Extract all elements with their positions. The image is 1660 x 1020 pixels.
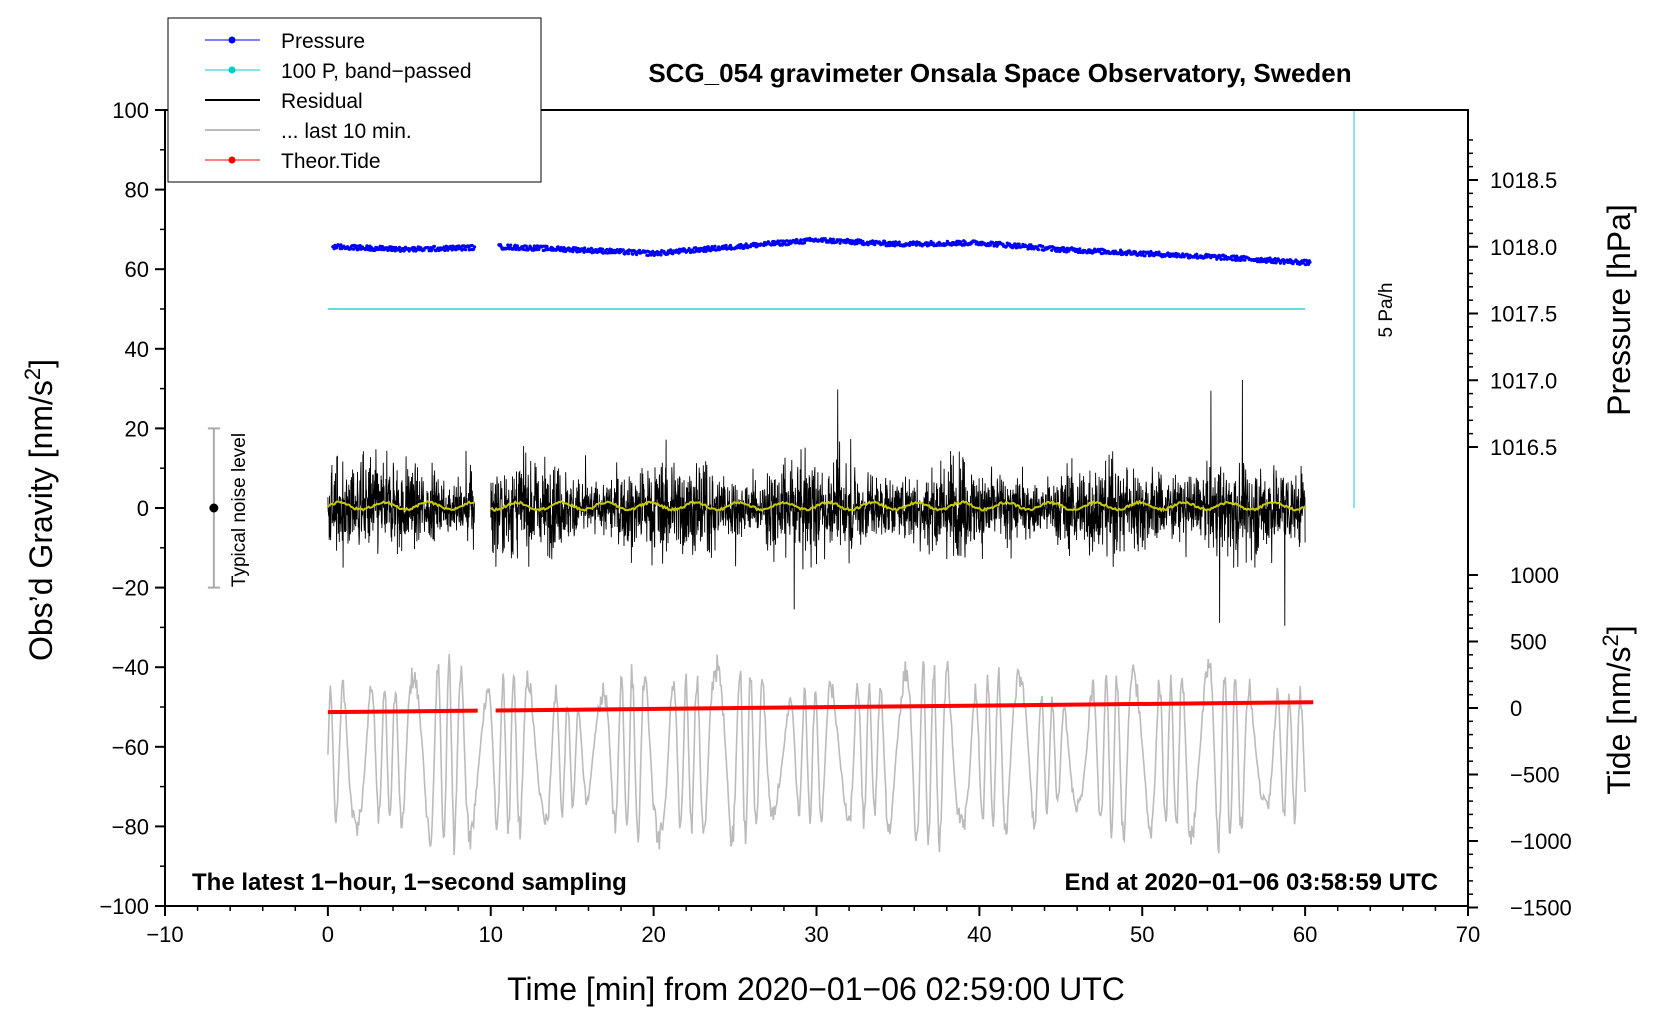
residual-line <box>490 379 1306 626</box>
noise-bar <box>207 427 220 589</box>
series-theor-tide <box>327 700 1314 715</box>
residual-line <box>327 449 475 568</box>
svg-text:Theor.Tide: Theor.Tide <box>281 150 381 173</box>
annotation-rate: 5 Pa/h <box>1376 283 1397 338</box>
svg-text:Pressure: Pressure <box>281 30 365 53</box>
tide-tick-label: 500 <box>1510 630 1547 655</box>
legend-entry-band-passed: 100 P, band−passed <box>205 60 472 83</box>
svg-text:100 P, band−passed: 100 P, band−passed <box>281 60 472 83</box>
y-tick-label: −100 <box>99 894 149 919</box>
y-axis-title-tide: Tide [nm/s2] <box>1598 625 1637 794</box>
legend-entry-last-10-min: ... last 10 min. <box>205 120 412 143</box>
tide-tick-label: −500 <box>1510 763 1560 788</box>
y-tick-label: −40 <box>112 655 149 680</box>
annotation-noise-level: Typical noise level <box>229 433 250 587</box>
tide-tick-label: 1000 <box>1510 563 1559 588</box>
axes: −10 0 10 20 30 40 50 60 70100806040200−20−40−60−… <box>99 98 1571 947</box>
pressure-dots <box>331 243 477 253</box>
annotation-end-time: End at 2020−01−06 03:58:59 UTC <box>1064 869 1438 896</box>
legend-entry-pressure: Pressure <box>205 30 365 53</box>
theor-tide-line <box>327 708 478 715</box>
y-tick-label: 20 <box>125 416 149 441</box>
chart-title: SCG_054 gravimeter Onsala Space Observat… <box>648 58 1351 88</box>
noise-bar-center-dot <box>209 503 219 513</box>
annotation-sampling: The latest 1−hour, 1−second sampling <box>192 869 627 896</box>
tide-tick-label: −1000 <box>1510 829 1572 854</box>
pressure-tick-label: 1018.0 <box>1490 235 1557 260</box>
x-tick-label: 70 <box>1456 922 1480 947</box>
series-residual <box>327 379 1306 626</box>
y-axis-title-left: Obs’d Gravity [nm/s2] <box>20 359 59 661</box>
svg-text:... last 10 min.: ... last 10 min. <box>281 120 412 143</box>
series-last-10-min <box>327 654 1306 856</box>
legend: Pressure 100 P, band−passed Residual ...… <box>167 17 542 183</box>
tide-tick-label: 0 <box>1510 696 1522 721</box>
pressure-tick-label: 1017.5 <box>1490 302 1557 327</box>
x-axis-title: Time [min] from 2020−01−06 02:59:00 UTC <box>507 971 1125 1007</box>
x-tick-label: 0 <box>322 922 334 947</box>
x-tick-label: 40 <box>967 922 991 947</box>
legend-entry-theor-tide: Theor.Tide <box>205 150 381 173</box>
x-tick-label: −10 <box>146 922 183 947</box>
y-tick-label: 60 <box>125 257 149 282</box>
x-tick-label: 30 <box>804 922 828 947</box>
y-tick-label: 100 <box>112 98 149 123</box>
residual-smoothed-line <box>490 499 1306 513</box>
y-tick-label: 0 <box>137 496 149 521</box>
residual-smoothed-line <box>327 500 475 513</box>
legend-entry-residual: Residual <box>205 90 363 113</box>
last-10-min-line <box>327 654 1306 856</box>
x-tick-label: 50 <box>1130 922 1154 947</box>
pressure-tick-label: 1016.5 <box>1490 435 1557 460</box>
y-tick-label: 80 <box>125 178 149 203</box>
theor-tide-line <box>495 700 1314 713</box>
svg-text:Residual: Residual <box>281 90 363 113</box>
y-tick-label: 40 <box>125 337 149 362</box>
x-tick-label: 20 <box>641 922 665 947</box>
series-pressure <box>331 236 1312 267</box>
x-tick-label: 60 <box>1293 922 1317 947</box>
pressure-tick-label: 1018.5 <box>1490 168 1557 193</box>
y-tick-label: −80 <box>112 814 149 839</box>
tide-tick-label: −1500 <box>1510 896 1572 921</box>
pressure-dots <box>497 236 1312 267</box>
y-tick-label: −60 <box>112 735 149 760</box>
pressure-tick-label: 1017.0 <box>1490 368 1557 393</box>
y-tick-label: −20 <box>112 576 149 601</box>
y-axis-title-pressure: Pressure [hPa] <box>1601 204 1637 416</box>
series-residual-smoothed <box>327 499 1306 513</box>
x-tick-label: 10 <box>479 922 503 947</box>
